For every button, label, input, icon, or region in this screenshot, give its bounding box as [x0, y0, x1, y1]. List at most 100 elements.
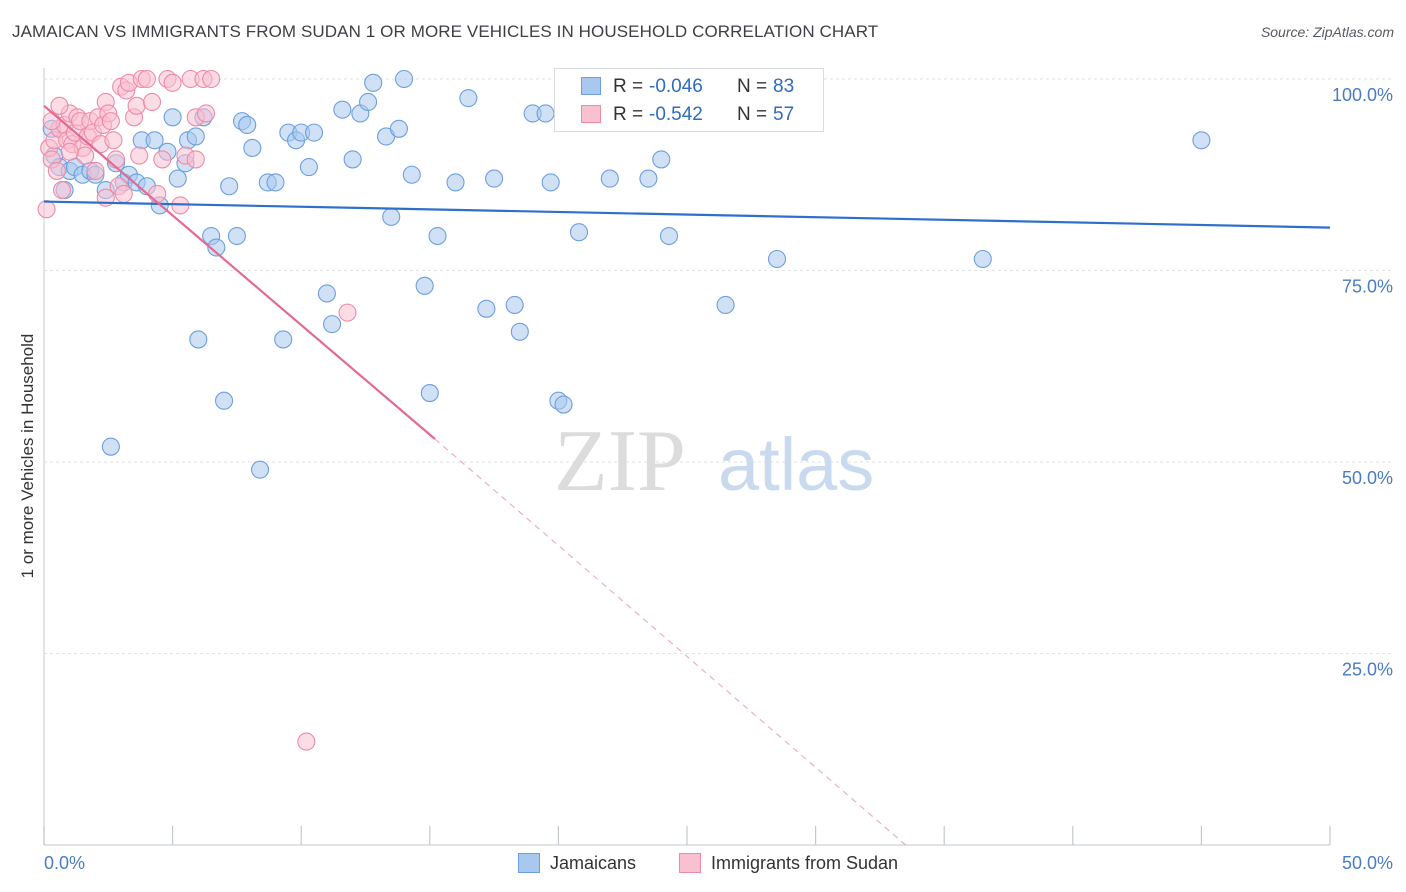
legend-row-sudan: R = -0.542 N = 57 — [555, 101, 823, 127]
point-jamaicans — [402, 165, 421, 184]
point-jamaicans — [364, 73, 383, 92]
point-sudan — [104, 131, 123, 150]
point-jamaicans — [145, 131, 164, 150]
point-sudan — [196, 104, 216, 123]
point-jamaicans — [767, 249, 787, 269]
point-jamaicans — [554, 395, 573, 414]
point-jamaicans — [333, 100, 352, 119]
legend-swatch-jamaicans — [518, 853, 540, 873]
legend-r-label: R = — [613, 104, 644, 125]
point-sudan — [86, 161, 105, 180]
point-jamaicans — [659, 226, 679, 246]
legend-n-label: N = — [737, 104, 768, 125]
point-jamaicans — [477, 299, 496, 318]
trend-line-jamaicans — [43, 200, 1331, 229]
x-tick-label: 0.0% — [44, 853, 85, 873]
point-sudan — [101, 112, 120, 131]
point-jamaicans — [163, 108, 182, 127]
point-jamaicans — [420, 384, 439, 403]
point-jamaicans — [266, 173, 285, 192]
point-jamaicans — [189, 330, 208, 349]
point-jamaicans — [274, 330, 293, 349]
point-sudan — [338, 303, 357, 322]
point-jamaicans — [510, 322, 529, 341]
legend-label-sudan: Immigrants from Sudan — [711, 853, 899, 873]
trend-extension-sudan — [434, 438, 907, 846]
point-jamaicans — [505, 295, 524, 315]
y-tick-label: 50.0% — [1342, 468, 1393, 488]
point-jamaicans — [343, 150, 362, 169]
point-sudan — [52, 181, 72, 200]
watermark: ZIP atlas — [554, 413, 874, 510]
point-jamaicans — [168, 169, 187, 188]
gridlines — [44, 78, 1392, 654]
point-sudan — [202, 69, 221, 89]
point-jamaicans — [382, 207, 401, 226]
y-tick-label: 75.0% — [1342, 277, 1393, 297]
point-sudan — [137, 69, 156, 89]
legend-n-value: 57 — [773, 104, 795, 125]
point-sudan — [297, 732, 316, 751]
point-jamaicans — [536, 104, 555, 123]
trend-line-sudan — [43, 104, 436, 440]
point-jamaicans — [395, 69, 414, 89]
point-jamaicans — [446, 173, 465, 192]
point-jamaicans — [220, 177, 239, 196]
axes — [43, 68, 1331, 846]
point-jamaicans — [459, 89, 478, 108]
legend-r-value: -0.046 — [649, 76, 703, 97]
y-tick-label: 25.0% — [1342, 660, 1393, 680]
point-jamaicans — [227, 226, 246, 246]
legend-swatch-jamaicans — [581, 77, 601, 95]
y-tick-label: 100.0% — [1332, 85, 1393, 105]
point-sudan — [130, 146, 149, 165]
point-jamaicans — [359, 92, 378, 112]
series-legend: Jamaicans Immigrants from Sudan — [0, 852, 1406, 876]
point-sudan — [42, 112, 61, 131]
point-jamaicans — [101, 437, 120, 456]
point-sudan — [106, 150, 126, 169]
source-label: Source: ZipAtlas.com — [1260, 24, 1394, 40]
point-sudan — [60, 142, 79, 161]
stats-legend: R = -0.046 N = 83 R = -0.542 N = 57 — [554, 68, 824, 132]
point-jamaicans — [639, 169, 658, 188]
point-sudan — [186, 150, 205, 169]
data-points — [37, 69, 1211, 751]
point-jamaicans — [207, 238, 226, 257]
point-jamaicans — [716, 295, 735, 315]
point-jamaicans — [389, 119, 408, 138]
point-jamaicans — [415, 276, 434, 295]
point-jamaicans — [250, 460, 270, 479]
point-jamaicans — [305, 123, 324, 142]
point-jamaicans — [238, 115, 257, 135]
point-sudan — [50, 96, 69, 115]
point-sudan — [148, 184, 167, 203]
point-jamaicans — [243, 138, 262, 157]
legend-n-label: N = — [737, 76, 768, 97]
point-sudan — [153, 150, 172, 169]
chart-title: JAMAICAN VS IMMIGRANTS FROM SUDAN 1 OR M… — [12, 22, 879, 41]
point-jamaicans — [214, 391, 234, 410]
point-sudan — [37, 200, 56, 219]
trend-lines — [43, 104, 1331, 846]
point-jamaicans — [323, 315, 342, 334]
point-jamaicans — [600, 169, 619, 188]
point-sudan — [47, 161, 66, 180]
point-sudan — [76, 146, 95, 165]
point-jamaicans — [299, 158, 318, 177]
legend-swatch-sudan — [581, 105, 601, 123]
point-jamaicans — [652, 150, 671, 169]
point-sudan — [163, 73, 182, 92]
point-jamaicans — [485, 169, 504, 188]
point-jamaicans — [1192, 131, 1211, 150]
x-tick-label: 50.0% — [1342, 853, 1393, 873]
point-sudan — [127, 96, 146, 115]
point-jamaicans — [569, 223, 589, 242]
point-jamaicans — [973, 249, 992, 269]
y-axis-label: 1 or more Vehicles in Household — [18, 333, 37, 579]
point-jamaicans — [317, 284, 336, 303]
legend-row-jamaicans: R = -0.046 N = 83 — [555, 73, 823, 99]
point-jamaicans — [186, 127, 205, 146]
legend-n-value: 83 — [773, 76, 795, 97]
